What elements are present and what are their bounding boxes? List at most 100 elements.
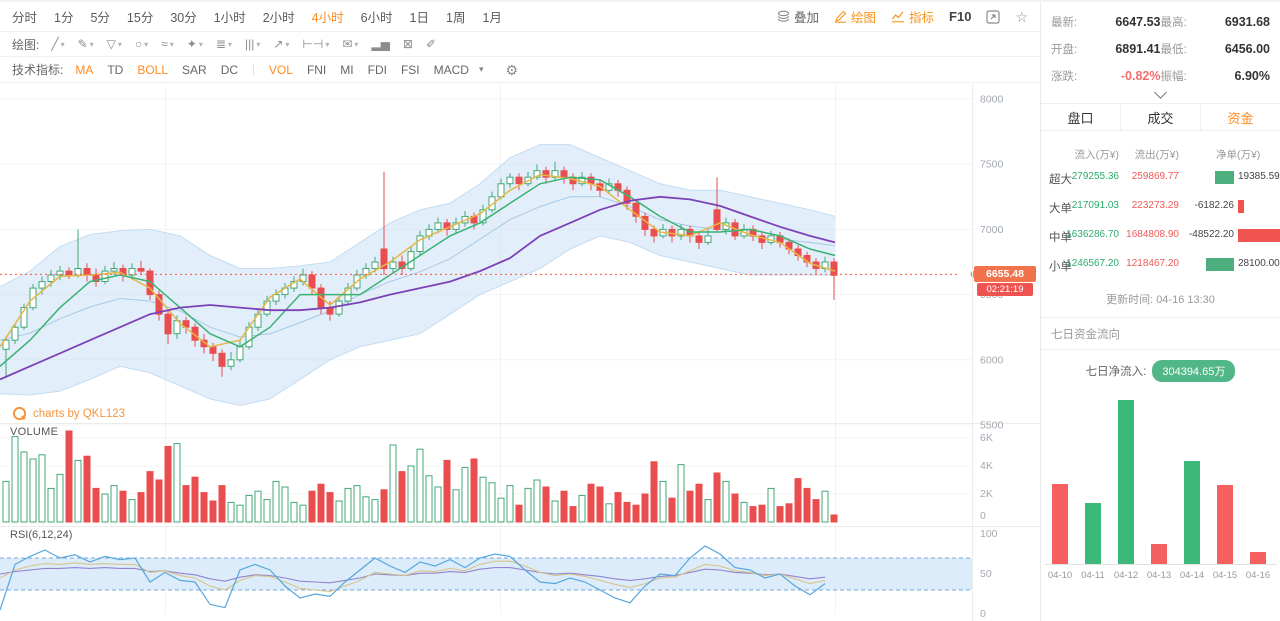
draw-tool-range[interactable]: ⊢⊣ ▾ xyxy=(302,37,329,51)
svg-text:04-16: 04-16 xyxy=(1246,570,1270,581)
chevron-down-icon[interactable]: ▾ xyxy=(354,39,359,49)
range-icon: ⊢⊣ xyxy=(302,37,324,51)
timeframe-1周[interactable]: 1周 xyxy=(446,11,466,25)
seven-day-bar-04-11 xyxy=(1085,503,1101,564)
svg-text:100: 100 xyxy=(980,528,998,540)
flow-col-header: 净单(万¥) xyxy=(1216,149,1261,161)
chevron-down-icon[interactable]: ▾ xyxy=(144,39,149,49)
divider xyxy=(1041,317,1280,318)
indicator-td[interactable]: TD xyxy=(107,62,124,77)
kline-chart[interactable]: 8000750070006500600055006K4K2K0100500 xyxy=(0,2,1040,621)
arrow-icon: ↗ xyxy=(273,37,284,51)
seven-day-flow-chart: 04-10 04-11 04-12 04-13 04-14 04-15 04-16 xyxy=(1045,400,1277,581)
indicator-vol[interactable]: VOL xyxy=(268,62,293,77)
timeframe-1分[interactable]: 1分 xyxy=(54,11,74,25)
stat-label: 最低: xyxy=(1160,44,1187,56)
more-indicators-caret-icon[interactable]: ▾ xyxy=(478,64,484,74)
draw-tool-bars[interactable]: ▂▅ xyxy=(371,37,389,51)
timeframe-1日[interactable]: 1日 xyxy=(409,11,429,25)
fullscreen-icon[interactable] xyxy=(986,9,1001,24)
divider: | xyxy=(252,63,255,76)
stat-label: 涨跌: xyxy=(1051,71,1078,83)
tab-盘口[interactable]: 盘口 xyxy=(1041,104,1121,130)
f10-button[interactable]: F10 xyxy=(949,9,972,24)
timeframe-1月[interactable]: 1月 xyxy=(482,11,502,25)
chevron-down-icon[interactable]: ▾ xyxy=(198,39,203,49)
tab-资金[interactable]: 资金 xyxy=(1227,110,1254,126)
seven-day-net-badge: 304394.65万 xyxy=(1152,360,1236,382)
tab-成交[interactable]: 成交 xyxy=(1121,104,1201,130)
overlay-button[interactable]: 叠加 xyxy=(777,7,819,26)
chevron-down-icon[interactable]: ▾ xyxy=(227,39,232,49)
net-bar xyxy=(1238,229,1280,242)
indicator-dc[interactable]: DC xyxy=(220,62,239,77)
svg-text:04-12: 04-12 xyxy=(1114,570,1138,581)
timeframe-2小时[interactable]: 2小时 xyxy=(262,11,295,25)
seven-day-bar-04-16 xyxy=(1250,552,1266,564)
svg-text:50: 50 xyxy=(980,568,992,580)
draw-tool-vertical-lines[interactable]: ||| ▾ xyxy=(245,37,260,51)
timeframe-6小时[interactable]: 6小时 xyxy=(360,11,393,25)
draw-tools: ╱ ▾ ✎ ▾ ▽ ▾ ○ ▾ ≈ ▾ ✦ ▾ ≣ ▾ ||| ▾ ↗ ▾ ⊢⊣ ▾ ✉ ▾ ▂▅ ⊠ ✐ xyxy=(51,37,436,51)
indicator-boll[interactable]: BOLL xyxy=(137,62,169,77)
flow-row-name: 中单 xyxy=(1049,232,1072,244)
indicator-fni[interactable]: FNI xyxy=(306,62,327,77)
draw-tool-shape[interactable]: ▽ ▾ xyxy=(107,37,122,51)
timeframe-4小时[interactable]: 4小时 xyxy=(311,11,344,25)
overlay-label: 叠加 xyxy=(793,11,819,25)
chevron-down-icon[interactable]: ▾ xyxy=(60,39,65,49)
favorite-star-icon[interactable]: ☆ xyxy=(1015,8,1028,25)
draw-tool-horizontal-lines[interactable]: ≣ ▾ xyxy=(216,37,232,51)
flow-row-中单: 中单 1636286.70 1684808.90 -48522.20 xyxy=(1041,221,1280,250)
settings-gear-icon[interactable]: ⚙ xyxy=(505,61,519,78)
draw-tool-pencil[interactable]: ✎ ▾ xyxy=(78,37,94,51)
watermark-text: charts by QKL123 xyxy=(33,407,126,420)
seven-day-bar-04-10 xyxy=(1052,484,1068,564)
watermark: charts by QKL123 xyxy=(12,406,125,421)
draw-tool-ellipse[interactable]: ○ ▾ xyxy=(135,37,148,51)
timeframe-分时[interactable]: 分时 xyxy=(12,11,38,25)
chevron-down-icon[interactable]: ▾ xyxy=(325,39,330,49)
draw-tool-annotation[interactable]: ✉ ▾ xyxy=(342,37,358,51)
timeframe-1小时[interactable]: 1小时 xyxy=(213,11,246,25)
chevron-down-icon[interactable]: ▾ xyxy=(256,39,261,49)
indicator-macd[interactable]: MACD xyxy=(433,62,469,77)
draw-tool-trend-line[interactable]: ╱ ▾ xyxy=(51,37,64,51)
draw-tool-arrow[interactable]: ↗ ▾ xyxy=(273,37,289,51)
indicator-ma[interactable]: MA xyxy=(75,62,94,77)
chevron-down-icon[interactable]: ▾ xyxy=(285,39,290,49)
flow-inflow-value: 217091.03 xyxy=(1071,200,1119,211)
timeframe-30分[interactable]: 30分 xyxy=(170,11,197,25)
svg-text:04-13: 04-13 xyxy=(1147,570,1171,581)
flow-col-header: 流出(万¥) xyxy=(1134,149,1179,161)
timeframe-5分[interactable]: 5分 xyxy=(90,11,110,25)
svg-text:04-11: 04-11 xyxy=(1081,570,1105,581)
flow-row-name: 大单 xyxy=(1049,203,1072,215)
draw-tool-eraser[interactable]: ✐ xyxy=(426,37,436,51)
flow-table: 超大 279255.36 259869.77 19385.59 大单 217091.03 2… xyxy=(1041,163,1280,279)
timeframe-15分[interactable]: 15分 xyxy=(126,11,154,25)
indicator-sar[interactable]: SAR xyxy=(182,62,207,77)
flow-table-headers: 流入(万¥) 流出(万¥) 净单(万¥) xyxy=(1041,147,1280,163)
indicator-mi[interactable]: MI xyxy=(340,62,354,77)
indicator-panel-button[interactable]: 指标 xyxy=(891,7,934,26)
pencil-icon: ✎ xyxy=(77,37,88,51)
draw-tool-wave[interactable]: ≈ ▾ xyxy=(161,37,174,51)
chevron-down-icon[interactable]: ▾ xyxy=(117,39,122,49)
draw-tool-pattern[interactable]: ✦ ▾ xyxy=(187,37,203,51)
net-bar xyxy=(1206,258,1234,271)
draw-tool-clear[interactable]: ⊠ xyxy=(403,37,413,51)
rsi-pane-label: RSI(6,12,24) xyxy=(10,529,73,541)
chevron-down-icon[interactable]: ▾ xyxy=(169,39,174,49)
indicator-panel-label: 指标 xyxy=(909,11,935,25)
collapse-chevron-icon[interactable] xyxy=(1154,86,1167,99)
draw-mode-button[interactable]: 绘图 xyxy=(834,7,876,26)
chevron-down-icon[interactable]: ▾ xyxy=(89,39,94,49)
update-time: 更新时间: 04-16 13:30 xyxy=(1106,294,1215,306)
indicator-fsi[interactable]: FSI xyxy=(400,62,420,77)
indicator-fdi[interactable]: FDI xyxy=(367,62,387,77)
seven-day-net-label: 七日净流入: xyxy=(1085,366,1147,378)
svg-text:7000: 7000 xyxy=(980,224,1004,236)
trend-line-icon: ╱ xyxy=(51,37,59,51)
